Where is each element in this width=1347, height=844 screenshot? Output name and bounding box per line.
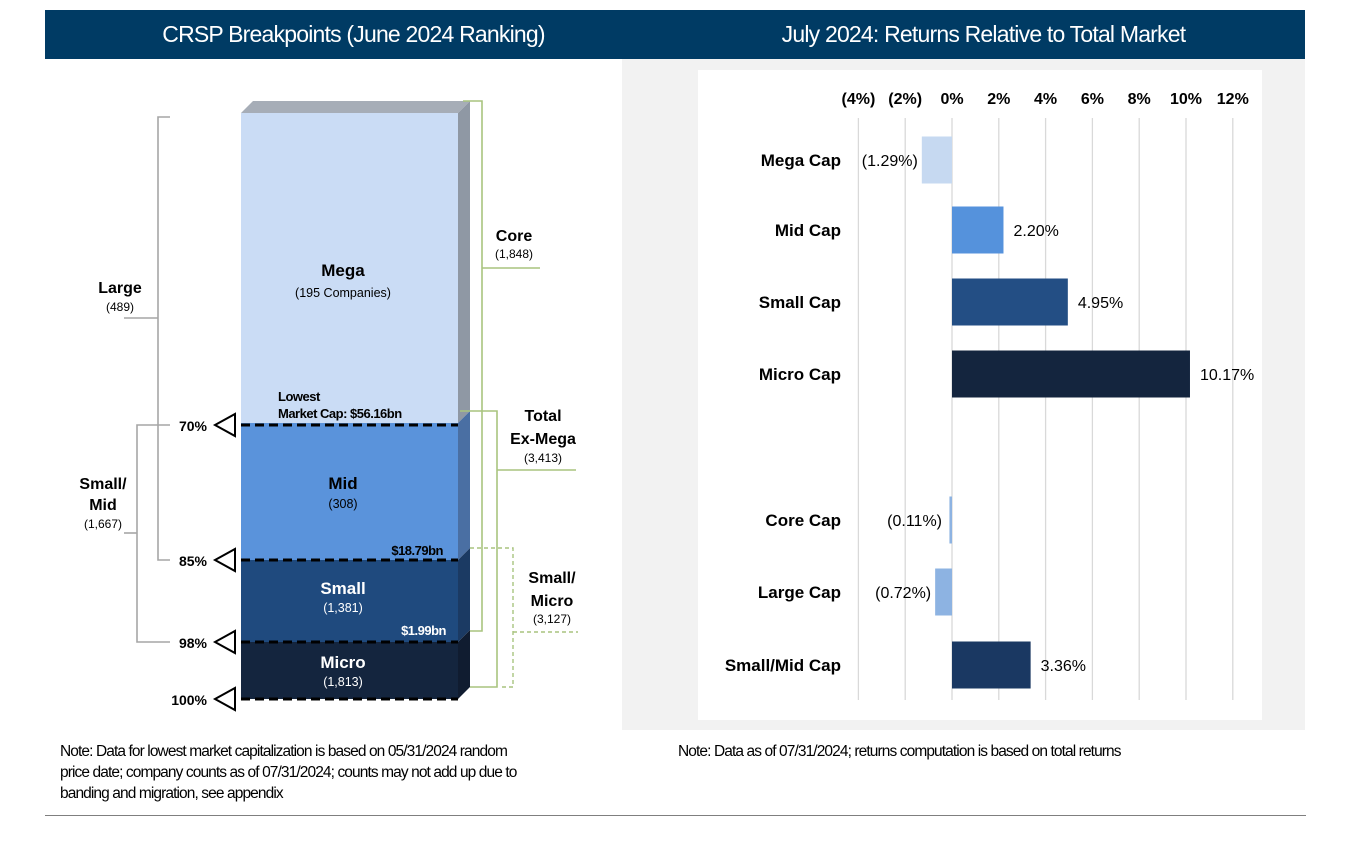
category-label: Small Cap: [759, 293, 841, 312]
total-ex-mega-bracket: [460, 410, 576, 688]
percentile-marker-70: 70%: [179, 412, 236, 438]
x-tick-label: 4%: [1034, 91, 1057, 108]
bar: [952, 206, 1004, 254]
segment-small-name: Small: [320, 579, 365, 598]
left-note-line-1: Note: Data for lowest market capitalizat…: [60, 743, 508, 760]
segment-micro-count: (1,813): [323, 675, 363, 689]
core-group-count: (1,848): [495, 247, 533, 261]
small-mid-group-label-1: Small/: [79, 476, 127, 493]
x-tick-label: 2%: [987, 91, 1010, 108]
segment-small: [241, 560, 458, 642]
small-micro-count: (3,127): [533, 612, 571, 626]
segment-mid-name: Mid: [328, 474, 357, 493]
column-top-face: [241, 101, 470, 113]
x-tick-label: 8%: [1128, 91, 1151, 108]
segment-mega-name: Mega: [321, 261, 365, 280]
value-label: 2.20%: [1013, 223, 1058, 240]
core-group-label: Core: [496, 228, 533, 245]
small-micro-bracket: [470, 547, 578, 688]
large-group-label: Large: [98, 280, 142, 297]
category-label: Micro Cap: [759, 365, 841, 384]
return-bars: Mega Cap (1.29%) Mid Cap 2.20% Small Cap 4.95…: [725, 136, 1254, 689]
mid-threshold-label: $18.79bn: [391, 543, 443, 558]
bottom-divider: [45, 815, 1306, 816]
right-panel-header: July 2024: Returns Relative to Total Mar…: [662, 10, 1305, 59]
small-mid-group-label-2: Mid: [89, 497, 117, 514]
value-label: (0.11%): [887, 513, 942, 530]
column-side-mid: [458, 411, 470, 560]
small-mid-group-count: (1,667): [84, 517, 122, 531]
left-note-line-2: price date; company counts as of 07/31/2…: [60, 764, 517, 781]
large-group-count: (489): [106, 300, 134, 314]
small-micro-label-2: Micro: [531, 593, 574, 610]
bar: [935, 568, 952, 616]
column-side-micro: [458, 630, 470, 699]
left-panel-header: CRSP Breakpoints (June 2024 Ranking): [45, 10, 662, 59]
segment-mid: [241, 423, 458, 560]
large-bracket: [124, 116, 170, 561]
bar: [921, 136, 952, 184]
mega-threshold-label-1: Lowest: [278, 389, 321, 404]
total-ex-mega-label-2: Ex-Mega: [510, 431, 576, 448]
category-label: Mid Cap: [775, 221, 841, 240]
column-side-mega: [458, 101, 470, 423]
category-label: Mega Cap: [761, 151, 841, 170]
value-label: 10.17%: [1200, 367, 1254, 384]
percentile-marker-98: 98%: [179, 629, 236, 655]
segment-mega-count: (195 Companies): [295, 286, 391, 300]
x-tick-label: (4%): [842, 91, 876, 108]
x-tick-label: 12%: [1217, 91, 1249, 108]
segment-mid-count: (308): [328, 497, 357, 511]
right-note: Note: Data as of 07/31/2024; returns com…: [678, 743, 1122, 760]
bar: [952, 278, 1068, 326]
x-tick-label: 0%: [940, 91, 963, 108]
small-micro-label-1: Small/: [528, 570, 576, 587]
value-label: (1.29%): [862, 153, 918, 170]
x-tick-label: 10%: [1170, 91, 1202, 108]
bar: [949, 496, 952, 544]
total-ex-mega-count: (3,413): [524, 451, 562, 465]
category-label: Core Cap: [765, 511, 841, 530]
value-label: 3.36%: [1041, 658, 1086, 675]
x-gridlines: [857, 118, 1234, 700]
bar: [952, 641, 1031, 689]
segment-micro: [241, 642, 458, 699]
percentile-85-label: 85%: [179, 553, 208, 569]
x-tick-label: (2%): [888, 91, 922, 108]
segment-mega: [241, 113, 458, 423]
percentile-marker-100: 100%: [171, 686, 236, 712]
category-label: Small/Mid Cap: [725, 656, 841, 675]
value-label: (0.72%): [875, 585, 931, 602]
x-tick-label: 6%: [1081, 91, 1104, 108]
category-label: Large Cap: [758, 583, 841, 602]
column-side-small: [458, 548, 470, 642]
value-label: 4.95%: [1078, 295, 1123, 312]
small-threshold-label: $1.99bn: [401, 623, 446, 638]
bar: [952, 350, 1190, 398]
segment-micro-name: Micro: [320, 653, 365, 672]
left-note-line-3: banding and migration, see appendix: [60, 785, 284, 802]
small-mid-bracket: [124, 424, 170, 643]
total-ex-mega-label-1: Total: [524, 408, 561, 425]
x-tick-labels: (4%) (2%) 0% 2% 4% 6% 8% 10% 12%: [842, 91, 1249, 108]
left-note: Note: Data for lowest market capitalizat…: [60, 741, 660, 804]
segment-small-count: (1,381): [323, 601, 363, 615]
percentile-98-label: 98%: [179, 635, 208, 651]
mega-threshold-label-2: Market Cap: $56.16bn: [278, 406, 402, 421]
percentile-marker-85: 85%: [179, 547, 236, 573]
percentile-100-label: 100%: [171, 692, 207, 708]
core-bracket: [463, 100, 540, 632]
percentile-70-label: 70%: [179, 418, 208, 434]
